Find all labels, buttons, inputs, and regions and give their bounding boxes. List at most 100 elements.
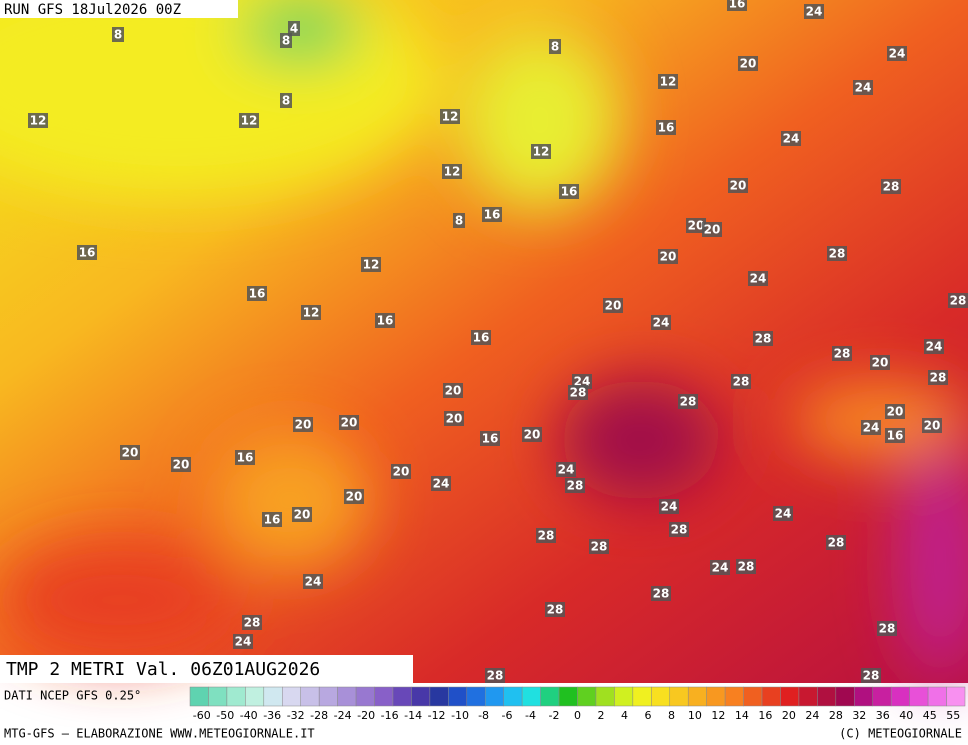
color-scale: -60 -50 -40 -36 -32 -28 -24 -20 -16 -14 -12 -10 -8 -6… xyxy=(189,686,966,722)
label-box xyxy=(235,450,255,465)
scale-swatch xyxy=(448,686,468,707)
label-box xyxy=(303,574,323,589)
isotherm-label: 28 xyxy=(834,347,851,361)
scale-label: 45 xyxy=(923,709,937,722)
label-box xyxy=(431,476,451,491)
scale-label: -10 xyxy=(451,709,469,722)
label-box xyxy=(444,411,464,426)
scale-label: 40 xyxy=(899,709,913,722)
label-box xyxy=(442,164,462,179)
label-box xyxy=(242,615,262,630)
label-box xyxy=(536,528,556,543)
isotherm-label: 20 xyxy=(122,446,139,460)
label-box xyxy=(928,370,948,385)
isotherm-label: 24 xyxy=(775,507,792,521)
isotherm-label: 16 xyxy=(237,451,254,465)
label-box xyxy=(861,668,881,683)
label-box xyxy=(391,464,411,479)
label-box xyxy=(678,394,698,409)
label-box xyxy=(565,478,585,493)
scale-label: 24 xyxy=(805,709,819,722)
scale-swatch xyxy=(208,686,228,707)
scale-swatch xyxy=(374,686,394,707)
isotherm-label: 24 xyxy=(661,500,678,514)
isotherm-label: 28 xyxy=(680,395,697,409)
scale-swatch xyxy=(355,686,375,707)
label-box xyxy=(887,46,907,61)
isotherm-label: 8 xyxy=(282,34,290,48)
label-box xyxy=(485,668,505,683)
isotherm-label: 24 xyxy=(433,477,450,491)
label-box xyxy=(924,339,944,354)
isotherm-label: 28 xyxy=(828,536,845,550)
scale-swatch xyxy=(743,686,763,707)
scale-label: 14 xyxy=(735,709,749,722)
scale-swatch xyxy=(466,686,486,707)
credit-text: MTG-GFS — ELABORAZIONE WWW.METEOGIORNALE… xyxy=(4,727,315,741)
scale-swatch xyxy=(614,686,634,707)
scale-label: 55 xyxy=(946,709,960,722)
label-box xyxy=(658,74,678,89)
isotherm-label: 20 xyxy=(294,508,311,522)
label-box xyxy=(948,293,968,308)
isotherm-label: 24 xyxy=(653,316,670,330)
label-box xyxy=(28,113,48,128)
scale-swatch xyxy=(484,686,504,707)
scale-swatch xyxy=(632,686,652,707)
label-box xyxy=(288,21,300,36)
scale-label: -14 xyxy=(404,709,422,722)
isotherm-label: 12 xyxy=(660,75,677,89)
isotherm-label: 28 xyxy=(733,375,750,389)
scale-label: 20 xyxy=(782,709,796,722)
isotherm-label: 12 xyxy=(303,306,320,320)
isotherm-label: 20 xyxy=(446,412,463,426)
isotherm-label: 28 xyxy=(829,247,846,261)
scale-label: -32 xyxy=(287,709,305,722)
scale-swatch xyxy=(687,686,707,707)
label-box xyxy=(471,330,491,345)
isotherm-label: 16 xyxy=(377,314,394,328)
label-box xyxy=(545,602,565,617)
scale-label: 32 xyxy=(852,709,866,722)
scale-label: 4 xyxy=(621,709,628,722)
run-text: RUN GFS 18Jul2026 00Z xyxy=(4,2,181,18)
scale-label: -24 xyxy=(334,709,352,722)
scale-label: 36 xyxy=(876,709,890,722)
label-box xyxy=(832,346,852,361)
scale-label: -2 xyxy=(549,709,560,722)
scale-label: -28 xyxy=(310,709,328,722)
label-box xyxy=(870,355,890,370)
label-box xyxy=(877,621,897,636)
isotherm-label: 12 xyxy=(442,110,459,124)
scale-swatch xyxy=(282,686,301,707)
scale-swatch xyxy=(798,686,818,707)
scale-swatch xyxy=(817,686,837,707)
isotherm-label: 20 xyxy=(173,458,190,472)
scale-label: 0 xyxy=(574,709,581,722)
scale-swatch xyxy=(927,686,947,707)
label-box xyxy=(453,213,465,228)
label-box xyxy=(440,109,460,124)
scale-swatch xyxy=(724,686,744,707)
isotherm-label: 28 xyxy=(950,294,967,308)
scale-swatch xyxy=(226,686,246,707)
scale-swatch xyxy=(909,686,929,707)
label-box xyxy=(826,535,846,550)
isotherm-label: 20 xyxy=(445,384,462,398)
scale-swatch xyxy=(318,686,338,707)
temperature-patches xyxy=(0,0,968,680)
scale-swatch xyxy=(835,686,855,707)
isotherm-label: 28 xyxy=(591,540,608,554)
isotherm-label: 4 xyxy=(290,22,298,36)
isotherm-label: 20 xyxy=(887,405,904,419)
label-box xyxy=(112,27,124,42)
label-box xyxy=(885,404,905,419)
isotherm-label: 16 xyxy=(561,185,578,199)
isotherm-label: 16 xyxy=(482,432,499,446)
label-box xyxy=(651,586,671,601)
isotherm-label: 20 xyxy=(393,465,410,479)
scale-swatch xyxy=(521,686,541,707)
